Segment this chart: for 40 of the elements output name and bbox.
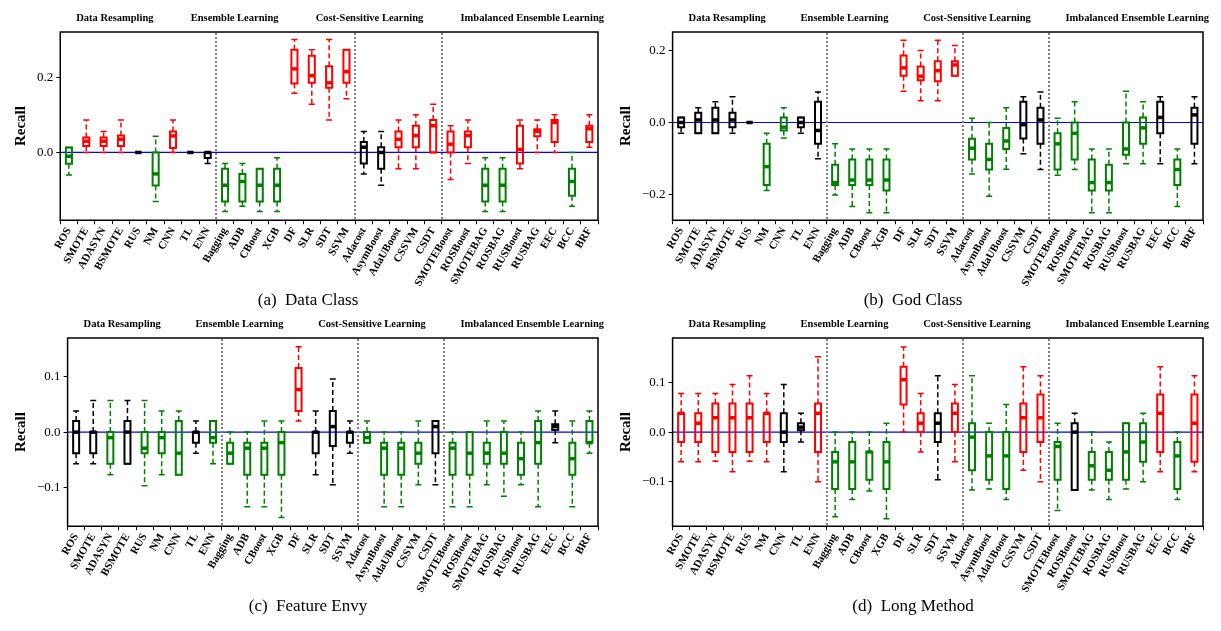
y-tick-label: −0.1 [36,478,61,494]
text: Cost-Sensitive Learning [315,12,424,23]
text: (b) God Class [862,290,964,311]
x-tick-label: DF [890,224,908,244]
y-axis-title: Recall [11,106,28,147]
y-axis-title: Recall [11,412,28,453]
y-tick-label: 0.0 [37,143,54,159]
text: Ensemble Learning [800,12,889,23]
text: Cost-Sensitive Learning [923,12,1031,23]
y-tick-label: 0.0 [44,423,61,439]
x-tick-label: DF [890,530,908,550]
text: Cost-Sensitive Learning [923,318,1031,329]
text: Data Resampling [688,318,766,329]
text: Data Resampling [76,12,154,23]
y-axis-title: Recall [616,106,633,147]
text: (d) Long Method [851,596,975,617]
y-axis-title: Recall [616,412,633,453]
text: Data Resampling [83,318,161,329]
text: Ensemble Learning [190,12,279,23]
text: Ensemble Learning [195,318,284,329]
y-tick-label: −0.2 [641,186,666,202]
y-tick-label: 0.2 [37,68,54,84]
y-tick-label: 0.1 [44,368,61,384]
y-tick-label: −0.1 [641,473,666,489]
y-tick-label: 0.1 [649,374,666,389]
x-tick-label: DF [280,224,299,244]
y-tick-label: 0.0 [649,423,666,439]
text: Imbalanced Ensemble Learning [460,12,604,23]
text: (c) Feature Envy [247,596,369,617]
text: (a) Data Class [256,290,360,311]
text: Cost-Sensitive Learning [318,318,426,329]
text: Data Resampling [688,12,766,23]
text: Imbalanced Ensemble Learning [1065,12,1209,23]
text: Ensemble Learning [800,318,889,329]
x-tick-label: TL [176,224,195,244]
y-tick-label: 0.0 [649,113,666,129]
x-tick-label: DF [285,530,303,550]
text: Imbalanced Ensemble Learning [1065,318,1209,329]
y-tick-label: 0.2 [649,41,666,57]
text: Imbalanced Ensemble Learning [460,318,604,329]
